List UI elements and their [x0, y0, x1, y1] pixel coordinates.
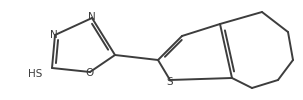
Text: S: S [167, 77, 173, 87]
Text: N: N [88, 12, 96, 22]
Text: N: N [50, 30, 57, 40]
Text: O: O [86, 68, 94, 78]
Text: HS: HS [28, 69, 42, 79]
